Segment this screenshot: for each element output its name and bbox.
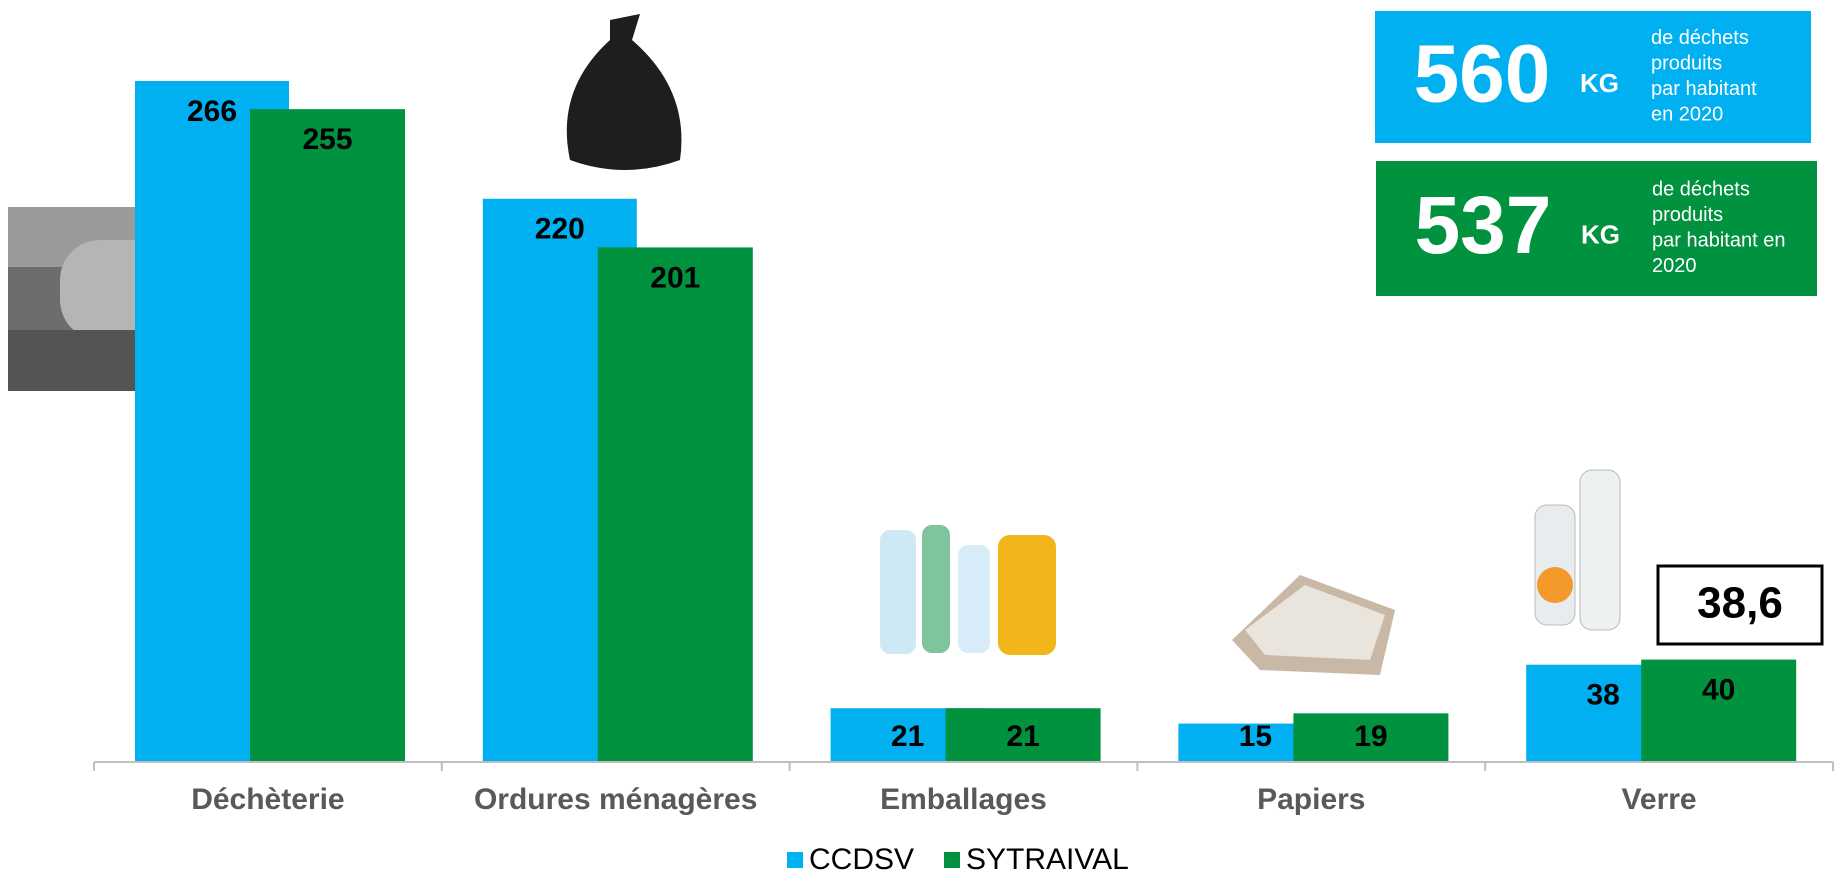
info-text: de déchets xyxy=(1651,27,1749,49)
value-label: 255 xyxy=(302,123,352,156)
bar xyxy=(250,109,405,762)
info-value: 537 xyxy=(1415,180,1552,271)
x-tick-label: Déchèterie xyxy=(191,783,344,816)
info-text: par habitant xyxy=(1651,78,1757,100)
info-text: produits xyxy=(1651,53,1722,75)
info-text: produits xyxy=(1652,204,1723,226)
value-label: 40 xyxy=(1702,674,1735,707)
info-unit: KG xyxy=(1581,219,1620,249)
photo-glass xyxy=(1535,470,1620,630)
info-text: par habitant en xyxy=(1652,230,1785,252)
x-tick-label: Papiers xyxy=(1257,783,1365,816)
chart: 266 220 21 15 38 255 201 21 19 40 Déchèterie Ordure… xyxy=(0,0,1840,877)
photo-trash-bag xyxy=(567,14,682,170)
photo-papers xyxy=(1232,575,1395,675)
annotation: 38,6 xyxy=(1697,579,1783,628)
x-tick-label: Ordures ménagères xyxy=(474,783,757,816)
x-tick-label: Verre xyxy=(1622,783,1697,816)
info-unit: KG xyxy=(1580,68,1619,98)
info-text: en 2020 xyxy=(1651,104,1723,126)
info-text: de déchets xyxy=(1652,179,1750,201)
info-text: 2020 xyxy=(1652,255,1697,277)
value-label: 21 xyxy=(1006,720,1039,753)
value-label: 266 xyxy=(187,95,237,128)
value-label: 38 xyxy=(1587,679,1620,712)
info-value: 560 xyxy=(1414,29,1551,120)
legend-swatch xyxy=(787,852,803,868)
value-label: 201 xyxy=(650,261,700,294)
value-label: 220 xyxy=(535,213,585,246)
legend-label: SYTRAIVAL xyxy=(966,843,1129,876)
photo-bottles xyxy=(880,525,1056,655)
value-label: 21 xyxy=(891,720,924,753)
legend-label: CCDSV xyxy=(809,843,914,876)
value-label: 15 xyxy=(1239,720,1272,753)
legend-swatch xyxy=(944,852,960,868)
bar xyxy=(598,247,753,762)
x-tick-label: Emballages xyxy=(880,783,1047,816)
value-label: 19 xyxy=(1354,720,1387,753)
